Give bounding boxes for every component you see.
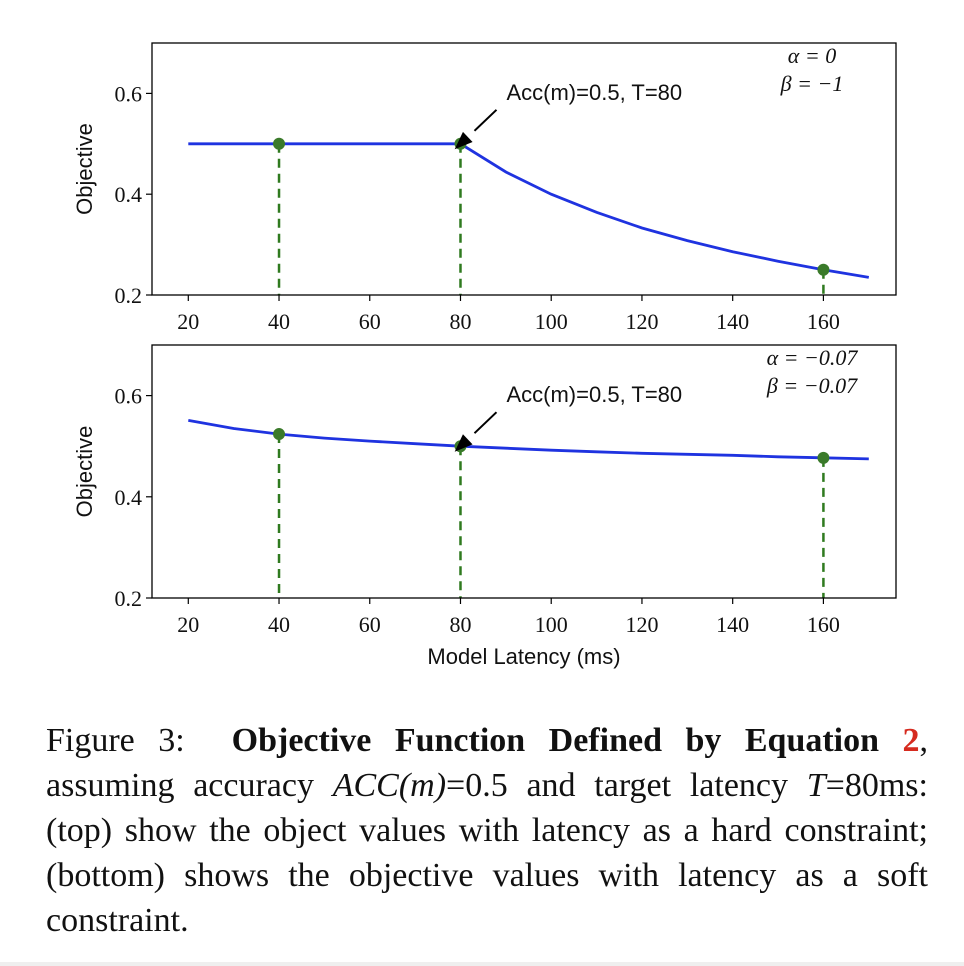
y-tick-label: 0.4: [115, 485, 143, 510]
series-line: [188, 142, 870, 279]
annotation-label: Acc(m)=0.5, T=80: [506, 382, 682, 407]
caption-text-2: =0.5 and target latency: [446, 767, 807, 804]
y-axis-label: Objective: [72, 123, 97, 215]
data-point-160: [817, 263, 830, 276]
annotation-label: Acc(m)=0.5, T=80: [506, 80, 682, 105]
equation-ref-link[interactable]: 2: [902, 722, 920, 759]
chart-panel-top: 20 40 60 80 100 120 140 160 0.2 0.4 0.6 Objective α …: [72, 42, 897, 334]
chart-panel-bottom: 20 40 60 80 100 120 140 160 0.2 0.4 0.6 Objective Mo…: [72, 344, 897, 669]
x-tick-label: 80: [449, 612, 471, 637]
y-tick-label: 0.6: [115, 384, 143, 409]
y-axis-label: Objective: [72, 426, 97, 518]
y-tick-label: 0.4: [115, 182, 143, 207]
page-bottom-rule: [0, 962, 964, 966]
x-tick-label: 20: [177, 309, 199, 334]
caption-title: Objective Function Defined by Equation: [231, 722, 880, 759]
caption-math-acc: ACC(m): [332, 767, 447, 804]
caption-text-3: =80ms: (top) show the object values with…: [46, 767, 928, 939]
x-tick-label: 40: [268, 612, 290, 637]
x-tick-label: 140: [716, 309, 749, 334]
x-tick-label: 80: [449, 309, 471, 334]
data-point-160: [817, 451, 830, 464]
caption-text-1: , assuming accuracy: [46, 722, 929, 804]
x-axis-label: Model Latency (ms): [427, 644, 620, 669]
plot-frame: [151, 42, 897, 296]
x-tick-label: 100: [535, 309, 568, 334]
annotation-arrow-head: [454, 131, 473, 150]
annotation-arrow-shaft: [473, 411, 498, 434]
x-tick-label: 60: [359, 309, 381, 334]
x-tick-label: 160: [807, 309, 840, 334]
x-tick-label: 20: [177, 612, 199, 637]
param-label: α = 0: [788, 43, 836, 68]
annotation-arrow-shaft: [473, 109, 498, 132]
data-point-40: [273, 428, 286, 441]
param-label: β = −1: [780, 71, 844, 96]
x-tick-label: 120: [625, 612, 658, 637]
y-tick-label: 0.6: [115, 81, 143, 106]
data-point-40: [273, 137, 286, 150]
x-tick-label: 120: [625, 309, 658, 334]
y-tick-label: 0.2: [115, 586, 143, 611]
x-tick-label: 40: [268, 309, 290, 334]
param-label: α = −0.07: [767, 345, 859, 370]
param-label: β = −0.07: [766, 373, 858, 398]
x-tick-label: 60: [359, 612, 381, 637]
series-line: [188, 419, 869, 461]
y-tick-label: 0.2: [115, 283, 143, 308]
plot-frame: [151, 344, 897, 599]
caption-label: Figure 3:: [46, 722, 185, 759]
figure-caption: Figure 3: Objective Function Defined by …: [46, 718, 928, 943]
x-tick-label: 160: [807, 612, 840, 637]
caption-math-t: T: [806, 767, 826, 804]
annotation-arrow-head: [454, 434, 473, 452]
x-tick-label: 100: [535, 612, 568, 637]
x-tick-label: 140: [716, 612, 749, 637]
